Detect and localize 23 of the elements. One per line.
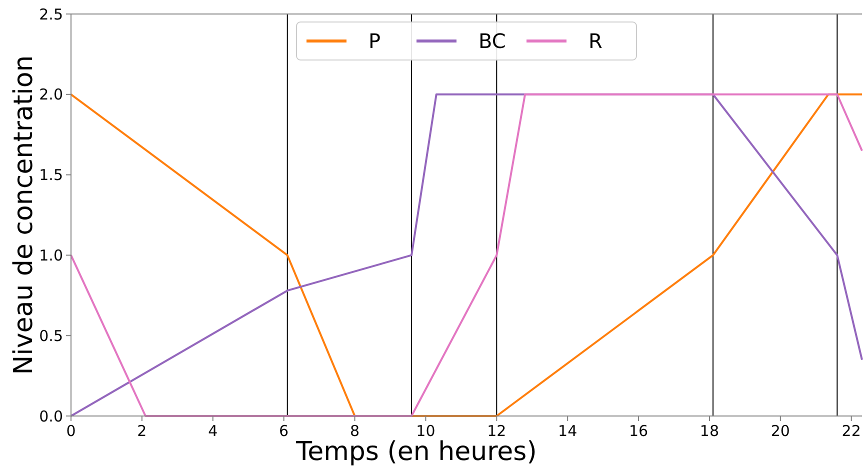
y-axis-title: Niveau de concentration [9, 55, 39, 375]
legend-label: P [368, 29, 381, 53]
x-tick-label: 2 [137, 422, 147, 440]
x-tick-label: 4 [208, 422, 218, 440]
y-tick-label: 2.5 [39, 5, 63, 24]
y-tick-label: 1.0 [39, 246, 63, 264]
y-tick-label: 0.5 [39, 326, 63, 345]
y-tick-label: 0.0 [39, 407, 63, 426]
x-axis-title: Temps (en heures) [295, 437, 537, 466]
x-tick-label: 0 [66, 422, 76, 440]
x-tick-label: 18 [700, 422, 720, 440]
x-tick-label: 10 [416, 422, 436, 440]
y-tick-label: 2.0 [39, 86, 63, 104]
legend-label: R [588, 29, 602, 53]
x-tick-label: 12 [487, 422, 506, 440]
x-tick-label: 6 [279, 422, 289, 440]
y-tick-label: 1.5 [39, 166, 63, 184]
x-tick-label: 16 [628, 422, 648, 440]
x-tick-label: 8 [350, 422, 360, 440]
x-tick-label: 20 [770, 422, 790, 440]
legend-label: BC [478, 29, 506, 53]
x-tick-label: 22 [842, 422, 861, 440]
x-tick-label: 14 [558, 422, 578, 440]
